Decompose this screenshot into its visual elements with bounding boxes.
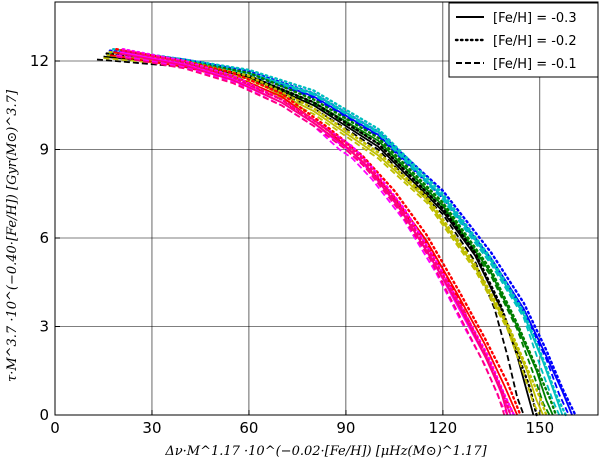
plot-frame	[54, 1, 599, 416]
series-line-22-dotted	[121, 49, 512, 417]
series-line-16-dotted	[115, 48, 522, 417]
x-tick-label: 120	[429, 419, 458, 437]
ticks-layer: 0 30 60 90 120 150 0 3 6 9 12	[30, 52, 554, 437]
x-tick-label: 30	[142, 419, 161, 437]
x-axis-label: Δν·M^1.17 ·10^(−0.02·[Fe/H]) [μHz(M⊙)^1.…	[164, 444, 487, 459]
y-tick-label: 3	[39, 318, 49, 336]
series-line-21-solid	[119, 52, 509, 416]
series-line-3-solid	[109, 51, 564, 416]
series-line-13-dotted	[108, 50, 548, 417]
y-axis-label: τ·M^3.7 ·10^(−0.40·[Fe/H]) [Gyr(M⊙)^3.7]	[5, 89, 20, 382]
series-line-0-solid	[113, 51, 573, 416]
x-tick-label: 0	[50, 419, 60, 437]
legend-box	[448, 2, 599, 78]
x-tick-label: 150	[526, 419, 555, 437]
x-tick-label: 90	[336, 419, 355, 437]
legend-label-feh-m03: [Fe/H] = -0.3	[493, 11, 577, 26]
series-layer	[96, 48, 577, 417]
y-tick-label: 12	[30, 52, 49, 70]
series-line-23-dashed	[116, 55, 506, 416]
legend-label-feh-m02: [Fe/H] = -0.2	[493, 34, 577, 49]
series-line-4-dotted	[112, 48, 567, 417]
series-line-7-dotted	[108, 50, 558, 417]
legend: [Fe/H] = -0.3 [Fe/H] = -0.2 [Fe/H] = -0.…	[448, 2, 599, 78]
y-tick-label: 9	[39, 141, 49, 159]
y-tick-label: 0	[39, 406, 49, 424]
x-tick-label: 60	[239, 419, 258, 437]
legend-label-feh-m01: [Fe/H] = -0.1	[493, 57, 577, 72]
y-tick-label: 6	[39, 229, 49, 247]
series-line-20-dashed	[116, 54, 509, 416]
series-line-14-dashed	[103, 57, 541, 416]
series-line-1-dotted	[108, 49, 577, 417]
